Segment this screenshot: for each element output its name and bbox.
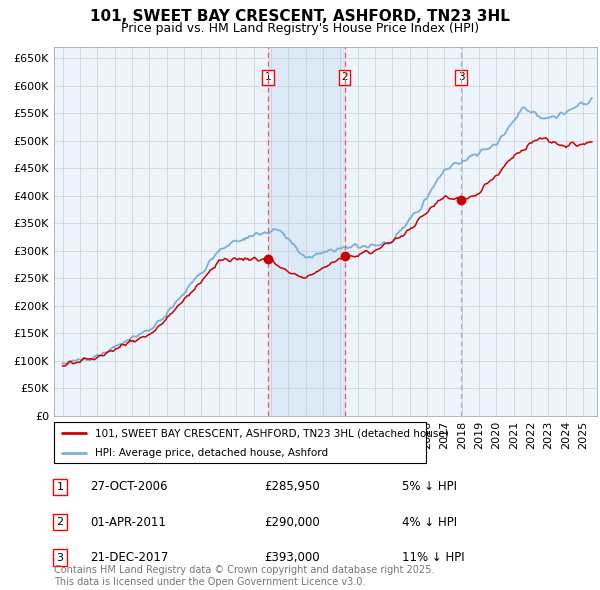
Text: HPI: Average price, detached house, Ashford: HPI: Average price, detached house, Ashf… bbox=[95, 448, 328, 458]
Text: 01-APR-2011: 01-APR-2011 bbox=[90, 516, 166, 529]
Text: Price paid vs. HM Land Registry's House Price Index (HPI): Price paid vs. HM Land Registry's House … bbox=[121, 22, 479, 35]
Text: 27-OCT-2006: 27-OCT-2006 bbox=[90, 480, 167, 493]
Text: 11% ↓ HPI: 11% ↓ HPI bbox=[402, 551, 464, 564]
Text: £285,950: £285,950 bbox=[264, 480, 320, 493]
Text: Contains HM Land Registry data © Crown copyright and database right 2025.
This d: Contains HM Land Registry data © Crown c… bbox=[54, 565, 434, 587]
Text: 3: 3 bbox=[458, 73, 464, 83]
Text: 1: 1 bbox=[56, 482, 64, 491]
Text: 2: 2 bbox=[341, 73, 348, 83]
Text: 101, SWEET BAY CRESCENT, ASHFORD, TN23 3HL: 101, SWEET BAY CRESCENT, ASHFORD, TN23 3… bbox=[90, 9, 510, 24]
Bar bbox=[268, 47, 344, 416]
Text: 5% ↓ HPI: 5% ↓ HPI bbox=[402, 480, 457, 493]
Text: 2: 2 bbox=[56, 517, 64, 527]
Text: 4% ↓ HPI: 4% ↓ HPI bbox=[402, 516, 457, 529]
Text: £393,000: £393,000 bbox=[264, 551, 320, 564]
FancyBboxPatch shape bbox=[54, 422, 426, 463]
Text: 1: 1 bbox=[265, 73, 271, 83]
Text: 101, SWEET BAY CRESCENT, ASHFORD, TN23 3HL (detached house): 101, SWEET BAY CRESCENT, ASHFORD, TN23 3… bbox=[95, 428, 449, 438]
Text: 21-DEC-2017: 21-DEC-2017 bbox=[90, 551, 169, 564]
Text: 3: 3 bbox=[56, 553, 64, 562]
Text: £290,000: £290,000 bbox=[264, 516, 320, 529]
